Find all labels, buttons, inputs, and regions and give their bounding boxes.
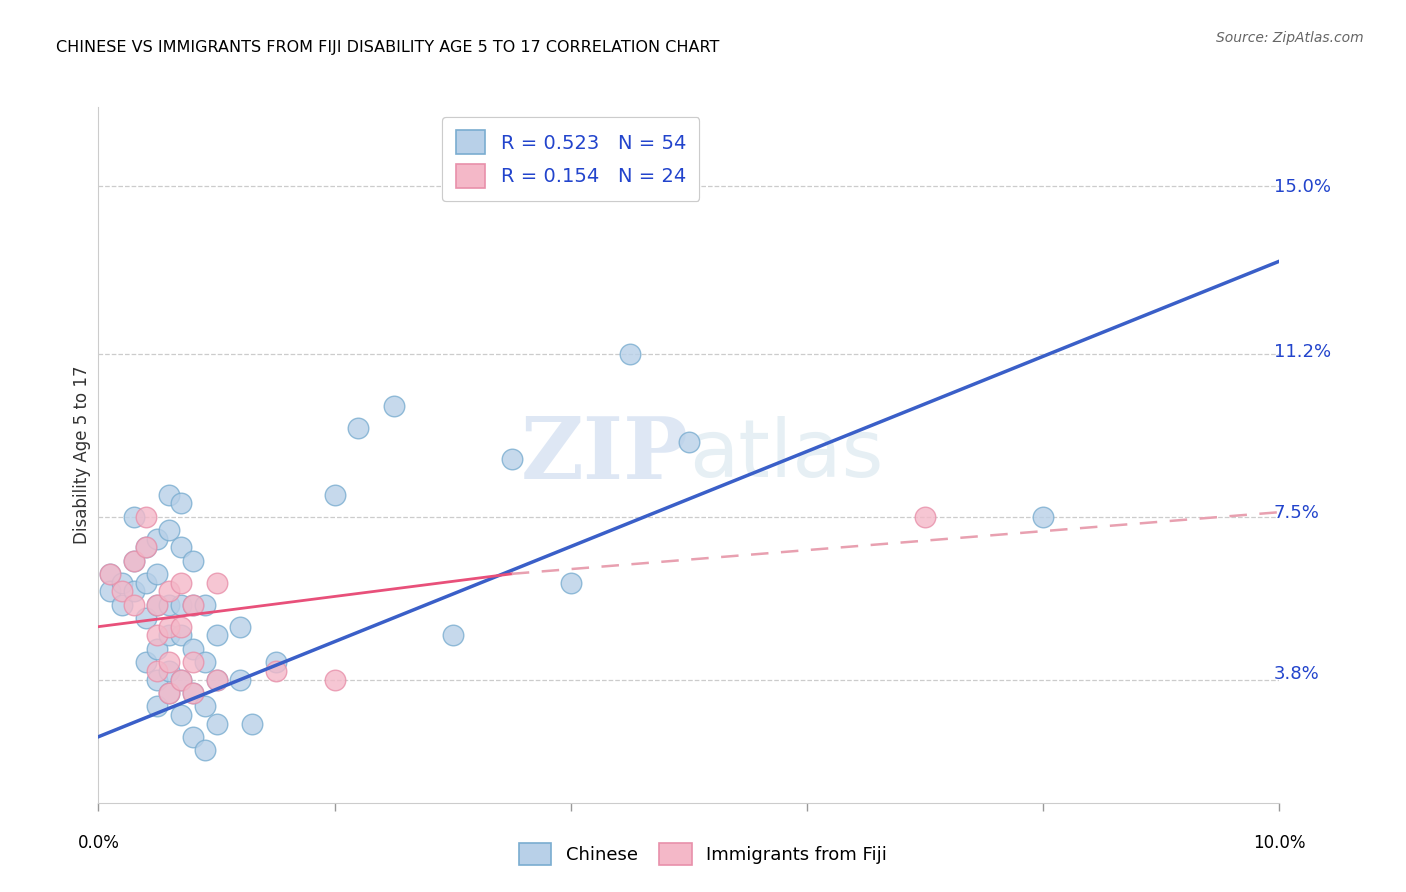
Point: [231, 578, 253, 592]
Point: [295, 613, 318, 627]
Point: [252, 591, 274, 606]
Point: [274, 622, 297, 636]
Point: [208, 534, 231, 549]
Point: [240, 700, 263, 714]
Text: ZIP: ZIP: [553, 409, 721, 492]
Point: [231, 591, 253, 606]
Point: [208, 534, 231, 549]
Point: [208, 604, 231, 618]
Point: [252, 722, 274, 736]
Point: [197, 548, 219, 562]
Point: [263, 648, 285, 662]
Point: [219, 622, 242, 636]
Text: CHINESE VS IMMIGRANTS FROM FIJI DISABILITY AGE 5 TO 17 CORRELATION CHART: CHINESE VS IMMIGRANTS FROM FIJI DISABILI…: [56, 40, 720, 55]
Point: [231, 613, 253, 627]
Point: [219, 691, 242, 706]
Point: [231, 517, 253, 532]
Point: [197, 591, 219, 606]
Point: [197, 578, 219, 592]
Point: [263, 735, 285, 749]
Point: [307, 708, 329, 723]
Point: [240, 534, 263, 549]
Point: [219, 526, 242, 541]
Point: [219, 634, 242, 648]
Point: [382, 483, 405, 497]
Point: [655, 343, 678, 358]
Point: [328, 657, 350, 671]
Text: atlas: atlas: [721, 411, 915, 490]
Point: [231, 678, 253, 692]
Point: [263, 691, 285, 706]
Point: [240, 622, 263, 636]
Point: [240, 665, 263, 680]
Point: [219, 561, 242, 575]
Point: [208, 569, 231, 583]
Y-axis label: Disability Age 5 to 17: Disability Age 5 to 17: [73, 361, 91, 540]
Text: 0.0%: 0.0%: [77, 834, 120, 852]
Point: [295, 665, 318, 680]
Point: [231, 657, 253, 671]
Legend: R = 0.523   N = 54, R = 0.154   N = 24: R = 0.523 N = 54, R = 0.154 N = 24: [482, 117, 741, 202]
Text: 10.0%: 10.0%: [1253, 834, 1306, 852]
Point: [197, 548, 219, 562]
Point: [252, 678, 274, 692]
Point: [252, 678, 274, 692]
Point: [197, 504, 219, 518]
Point: [186, 591, 209, 606]
Point: [546, 448, 568, 462]
Text: Source: ZipAtlas.com: Source: ZipAtlas.com: [1216, 31, 1364, 45]
Point: [219, 591, 242, 606]
Point: [231, 483, 253, 497]
Point: [240, 591, 263, 606]
Point: [176, 561, 198, 575]
Point: [186, 578, 209, 592]
Point: [274, 665, 297, 680]
Point: [328, 648, 350, 662]
Point: [219, 665, 242, 680]
Point: [252, 548, 274, 562]
Point: [208, 648, 231, 662]
Point: [252, 634, 274, 648]
Point: [274, 665, 297, 680]
Point: [274, 569, 297, 583]
Point: [240, 665, 263, 680]
Point: [382, 665, 405, 680]
Point: [263, 591, 285, 606]
Point: [710, 430, 733, 444]
Point: [600, 569, 623, 583]
Point: [176, 578, 198, 592]
Point: [437, 395, 460, 409]
Point: [219, 657, 242, 671]
Point: [1036, 504, 1059, 518]
Point: [252, 648, 274, 662]
Point: [176, 561, 198, 575]
Point: [240, 569, 263, 583]
Legend: Chinese, Immigrants from Fiji: Chinese, Immigrants from Fiji: [510, 834, 896, 874]
Point: [231, 678, 253, 692]
Point: [231, 622, 253, 636]
Point: [186, 569, 209, 583]
Point: [231, 648, 253, 662]
Point: [219, 591, 242, 606]
Point: [405, 417, 427, 432]
Point: [274, 708, 297, 723]
Point: [240, 613, 263, 627]
Point: [928, 504, 950, 518]
Point: [240, 491, 263, 506]
Point: [492, 622, 515, 636]
Point: [208, 504, 231, 518]
Point: [252, 591, 274, 606]
